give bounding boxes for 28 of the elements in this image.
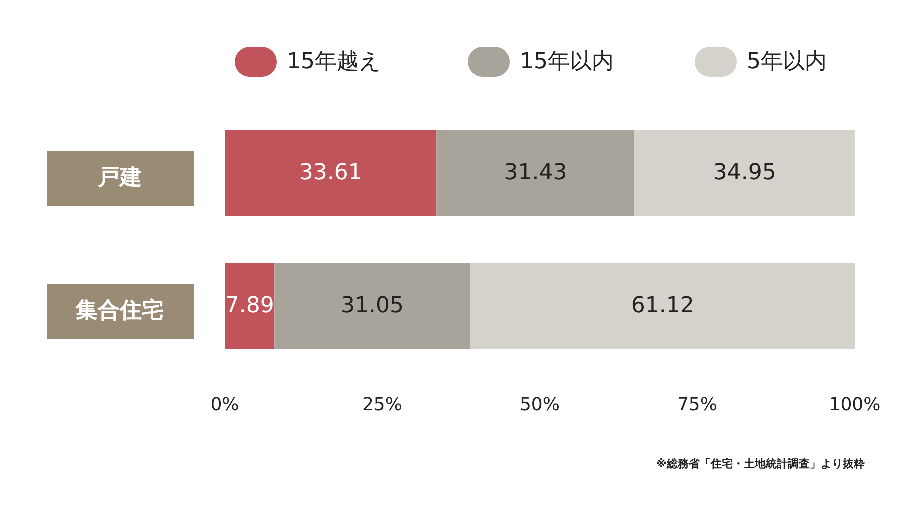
legend-item: 15年越え [235,47,382,77]
x-tick-label: 100% [829,394,881,416]
legend-label: 5年以内 [747,50,827,74]
data-label: 31.43 [504,160,568,186]
y-tick-label: 集合住宅 [75,298,164,324]
legend-item: 5年以内 [695,47,827,77]
data-label: 31.05 [341,294,404,318]
category-label: 戸建 [47,151,194,206]
text: ※総務省「住宅・土地統計調査」より抜粋 [656,458,865,470]
legend-label: 15年以内 [520,50,614,74]
x-tick-label: 50% [520,394,560,416]
bar [225,130,437,216]
y-tick-label: 戸建 [97,166,142,190]
bar [470,263,856,349]
bar [436,130,635,216]
legend-label: 15年越え [287,50,382,74]
category-label: 集合住宅 [47,284,194,339]
bar [274,263,470,349]
data-label: 34.95 [713,160,776,186]
x-tick-label: 0% [210,394,240,416]
data-label: 33.61 [299,160,362,186]
x-tick-label: 25% [362,394,403,416]
data-label: 61.12 [631,294,694,318]
data-label: 7.89 [225,294,274,318]
legend-item: 15年以内 [468,47,614,77]
bar [634,130,855,216]
x-tick-label: 75% [677,394,718,416]
bar [225,263,275,349]
